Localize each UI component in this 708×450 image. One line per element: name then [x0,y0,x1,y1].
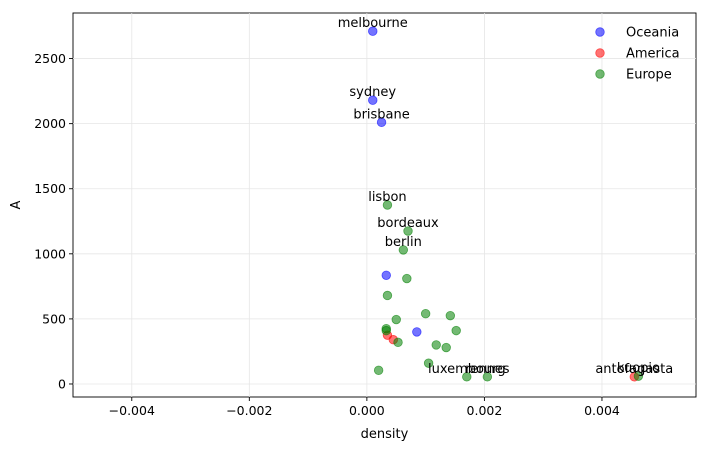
legend-marker [595,27,605,37]
point-europe [402,273,412,284]
y-axis-ticks: 0 500 1000 1500 2000 2500 [34,51,73,391]
point-europe [391,314,401,325]
point-label: antofagasta [595,362,673,377]
y-tick-label: 500 [42,311,66,326]
point-europe [398,245,409,255]
legend-label: Europe [626,68,672,83]
point-label: luxembourg [428,362,506,377]
x-tick-label: 0.004 [584,403,620,418]
point-oceania [381,270,391,280]
point-label: melbourne [338,16,408,31]
point-europe [420,308,431,319]
point-oceania [368,26,378,36]
point-label: berlin [385,235,422,250]
point-oceania [376,117,387,128]
point-label: bordeaux [377,216,439,231]
point-europe [431,340,441,350]
y-tick-label: 1500 [34,181,66,196]
point-europe [633,371,644,381]
point-label: lisbon [368,190,406,205]
legend-label: America [626,47,680,62]
x-tick-label: −0.004 [109,403,155,418]
point-label: rennes [465,362,510,377]
point-label: sydney [349,85,396,100]
point-labels: melbourne sydney brisbane antofagasta lisbon… [338,16,674,377]
legend-label: Oceania [626,26,679,41]
legend-marker [595,48,605,58]
point-europe [462,372,472,382]
point-oceania [412,327,422,337]
point-europe [393,337,403,348]
x-tick-label: 0.002 [467,403,503,418]
point-europe [441,342,451,353]
y-tick-label: 2500 [34,51,66,66]
x-tick-label: 0.000 [349,403,385,418]
y-tick-label: 1000 [34,246,66,261]
point-europe [373,365,384,376]
point-europe [382,290,393,301]
point-oceania [368,95,378,105]
point-europe [445,310,456,321]
point-europe [423,358,434,368]
data-points [368,26,644,382]
x-axis-ticks: −0.004 −0.002 0.000 0.002 0.004 [109,397,620,418]
y-tick-label: 0 [58,376,66,391]
legend-marker [595,69,605,79]
point-europe [482,372,493,382]
y-axis-label: A [9,200,24,209]
point-label: brisbane [353,107,409,122]
point-europe [381,325,391,336]
point-europe [403,226,413,236]
y-tick-label: 2000 [34,116,66,131]
x-axis-label: density [361,427,409,442]
plot-area [72,12,697,398]
point-europe [451,325,461,336]
legend: Oceania America Europe [595,26,680,83]
point-europe [382,200,393,210]
point-label: kuopio [617,361,660,376]
x-tick-label: −0.002 [226,403,272,418]
